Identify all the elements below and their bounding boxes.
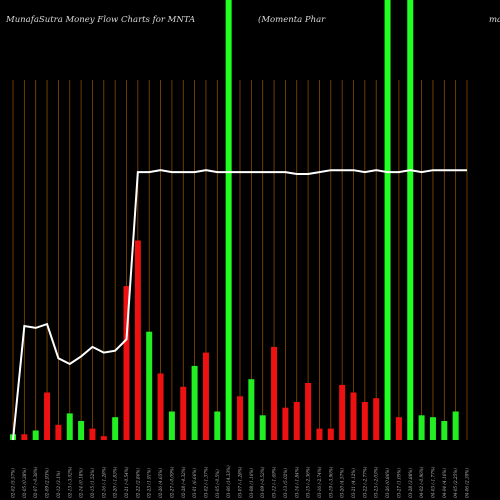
money-flow-bar bbox=[55, 424, 62, 440]
chart-title-right: ma bbox=[489, 15, 500, 25]
x-tick-label: 02-02 (5.57%) bbox=[11, 468, 16, 498]
money-flow-bar bbox=[66, 413, 73, 440]
money-flow-bar bbox=[429, 417, 436, 440]
highlight-column bbox=[407, 0, 414, 440]
money-flow-bar bbox=[293, 402, 300, 440]
x-tick-label: 03-09 (-0.52%) bbox=[260, 466, 265, 498]
x-tick-label: 03-26 (0.86%) bbox=[385, 468, 390, 498]
money-flow-bar bbox=[44, 392, 51, 440]
x-tick-label: 04-04 (4.16%) bbox=[442, 468, 447, 498]
x-tick-label: 04-06 (2.39%) bbox=[465, 468, 470, 498]
x-tick-label: 02-15 (1.52%) bbox=[90, 468, 95, 498]
column-dividers bbox=[12, 80, 468, 440]
x-tick-label: 03-27 (1.05%) bbox=[396, 468, 401, 498]
x-tick-label: 03-02 (-1.37%) bbox=[203, 466, 208, 498]
x-tick-label: 03-15 (-2.36%) bbox=[306, 466, 311, 498]
money-flow-bar bbox=[123, 286, 130, 440]
money-flow-bar bbox=[237, 396, 243, 440]
money-flow-bar bbox=[282, 407, 289, 440]
x-tick-label: 03-23 (-2.03%) bbox=[374, 466, 379, 498]
x-tick-label: 02-12 (3.1%) bbox=[56, 470, 61, 498]
highlight-column bbox=[225, 0, 232, 440]
x-tick-label: 02-09 (2.93%) bbox=[45, 468, 50, 498]
money-flow-bar bbox=[248, 379, 255, 440]
money-flow-bars bbox=[10, 240, 459, 440]
money-flow-bar bbox=[146, 331, 153, 440]
money-flow-bar bbox=[191, 365, 198, 440]
money-flow-bar bbox=[21, 434, 28, 440]
x-tick-label: 02-27 (-0.09%) bbox=[169, 466, 174, 498]
x-tick-label: 02-07 (-0.38%) bbox=[33, 466, 38, 498]
x-tick-label: 02-22 (2.86%) bbox=[135, 468, 140, 498]
x-tick-label: 03-16 (-2.74%) bbox=[317, 466, 322, 498]
x-tick-label: 04-03 (-1.77%) bbox=[430, 466, 435, 498]
money-flow-bar bbox=[452, 411, 459, 440]
x-tick-labels: 02-02 (5.57%) 02-05 (0.38%) 02-07 (-0.38%)… bbox=[11, 465, 470, 498]
money-flow-bar bbox=[395, 417, 402, 440]
money-flow-bar bbox=[89, 428, 96, 440]
money-flow-bar bbox=[305, 383, 312, 440]
money-flow-bar bbox=[350, 392, 357, 440]
money-flow-bar bbox=[78, 421, 85, 440]
x-tick-label: 02-13 (-3.02%) bbox=[67, 466, 72, 498]
highlight-column bbox=[384, 0, 391, 440]
money-flow-bar bbox=[168, 411, 175, 440]
x-tick-label: 04-02 (-0.96%) bbox=[419, 466, 424, 498]
x-tick-label: 03-28 (3.88%) bbox=[408, 468, 413, 498]
chart-title-middle: (Momenta Phar bbox=[258, 15, 326, 25]
x-tick-label: 02-20 (-1.83%) bbox=[113, 466, 118, 498]
x-tick-label: 03-22 (-2.77%) bbox=[362, 466, 367, 498]
money-flow-bar bbox=[214, 411, 221, 440]
money-flow-bar bbox=[259, 415, 266, 440]
money-flow-bar bbox=[339, 384, 346, 440]
x-tick-label: 03-08 (1.16%) bbox=[249, 468, 254, 498]
chart-title-left: MunafaSutra Money Flow Charts for MNTA bbox=[6, 15, 196, 25]
money-flow-bar bbox=[100, 436, 107, 440]
money-flow-bar bbox=[441, 421, 448, 440]
x-tick-label: 03-14 (-1.84%) bbox=[294, 466, 299, 498]
x-tick-label: 03-19 (-3.96%) bbox=[328, 466, 333, 498]
money-flow-bar bbox=[202, 352, 209, 440]
money-flow-bar bbox=[134, 240, 141, 440]
x-tick-label: 02-21 (-0.54%) bbox=[124, 466, 129, 498]
money-flow-bar bbox=[271, 346, 278, 440]
money-flow-bar bbox=[418, 415, 425, 440]
x-tick-label: 02-14 (0.18%) bbox=[79, 468, 84, 498]
money-flow-bar bbox=[373, 398, 380, 440]
x-tick-label: 03-05 (-0.5%) bbox=[215, 469, 220, 498]
x-tick-label: 04-05 (2.25%) bbox=[453, 468, 458, 498]
money-flow-line bbox=[12, 169, 467, 441]
x-tick-label: 03-06 (14.33%) bbox=[226, 465, 231, 498]
money-flow-bar bbox=[180, 386, 187, 440]
money-flow-bar bbox=[316, 428, 323, 440]
money-flow-bar bbox=[361, 402, 368, 440]
x-tick-label: 03-07 (-1.28%) bbox=[238, 466, 243, 498]
x-tick-label: 02-16 (-1.28%) bbox=[101, 466, 106, 498]
money-flow-bar bbox=[112, 417, 119, 440]
money-flow-bar bbox=[327, 428, 334, 440]
x-tick-label: 02-26 (4.65%) bbox=[158, 468, 163, 498]
money-flow-bar bbox=[157, 373, 164, 440]
x-tick-label: 03-21 (4.12%) bbox=[351, 468, 356, 498]
x-tick-label: 03-01 (6.66%) bbox=[192, 468, 197, 498]
x-tick-label: 03-20 (4.57%) bbox=[340, 468, 345, 498]
x-tick-label: 02-05 (0.38%) bbox=[22, 468, 27, 498]
x-tick-label: 03-12 (-1.69%) bbox=[272, 466, 277, 498]
x-tick-label: 02-23 (1.91%) bbox=[147, 468, 152, 498]
x-tick-label: 02-28 (-4.32%) bbox=[181, 466, 186, 498]
highlight-columns bbox=[225, 0, 414, 440]
money-flow-bar bbox=[32, 430, 39, 440]
x-tick-label: 03-13 (5.02%) bbox=[283, 468, 288, 498]
